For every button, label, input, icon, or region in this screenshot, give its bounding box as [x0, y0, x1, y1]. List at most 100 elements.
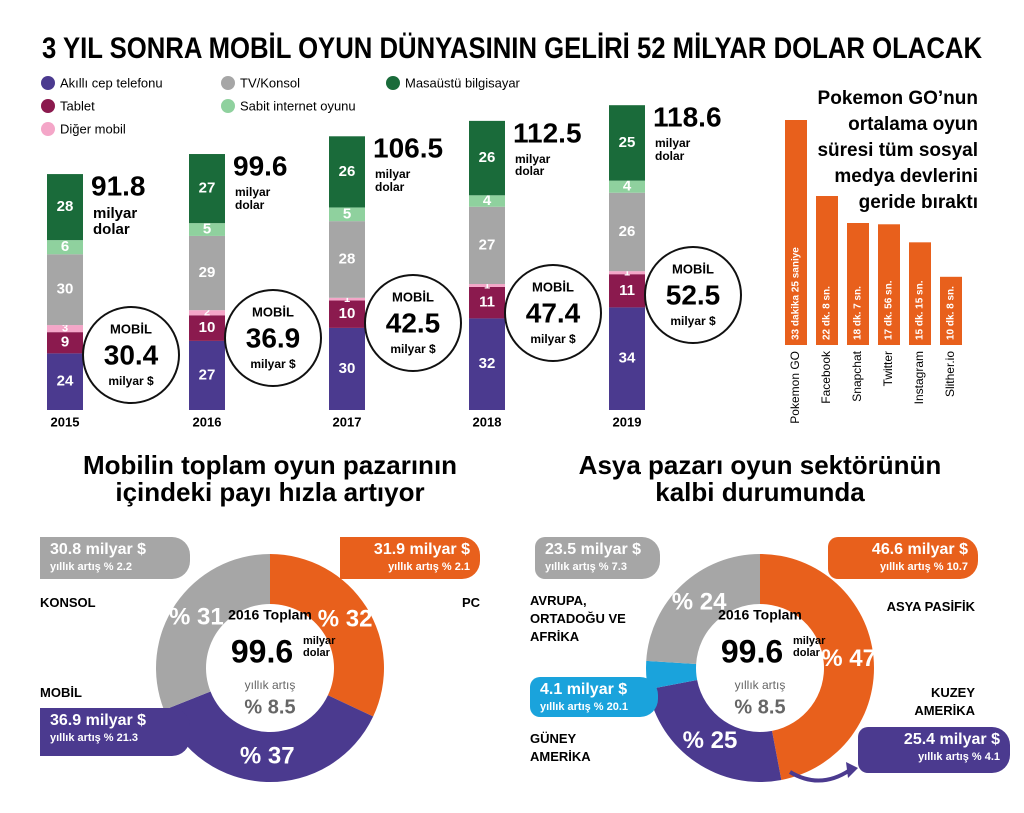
x-tick-label: Twitter — [881, 351, 895, 386]
bar — [878, 224, 900, 345]
segment-label: 11 — [619, 282, 635, 299]
main-title: 3 YIL SONRA MOBİL OYUN DÜNYASININ GELİRİ… — [42, 32, 982, 65]
bar — [940, 276, 962, 345]
bar-segment — [47, 353, 83, 410]
bar-segment — [609, 274, 645, 308]
total-unit: milyar dolar — [515, 151, 551, 179]
segment-name: AVRUPA, ORTADOĞU VE AFRİKA — [530, 593, 626, 645]
growth-label: yıllık artış % 21.3 — [50, 731, 139, 744]
mobile-unit: milyar $ — [670, 314, 716, 328]
callout-box: 25.4 milyar $ yıllık artış % 4.1 — [858, 727, 1010, 773]
chart-title: Mobilin toplam oyun pazarının içindeki p… — [82, 450, 458, 508]
callout-box: 31.9 milyar $ yıllık artış % 2.1 — [340, 537, 480, 579]
total-label: 106.5 — [373, 133, 443, 164]
mobile-label: MOBİL — [392, 289, 434, 304]
value-label: 10 dk. 8 sn. — [946, 286, 957, 340]
segment-label: 29 — [199, 264, 216, 281]
bar-segment — [189, 310, 225, 316]
center-unit: milyar dolar — [303, 635, 336, 659]
bar-segment — [469, 286, 505, 319]
growth-label: yıllık artış % 2.1 — [388, 560, 470, 573]
segment-name: PC — [461, 595, 480, 610]
total-label: 91.8 — [91, 170, 146, 201]
segment-label: 25 — [619, 134, 636, 151]
center-title: 2016 Toplam — [228, 607, 312, 623]
bar — [847, 223, 869, 345]
mobile-label: MOBİL — [672, 261, 714, 276]
legend-swatch — [41, 99, 55, 113]
x-tick-label: Slither.io — [943, 351, 957, 397]
mobile-value: 42.5 — [386, 307, 441, 338]
center-total: 99.6 — [721, 633, 783, 669]
segment-label: 26 — [619, 223, 636, 240]
amount-label: 46.6 milyar $ — [871, 541, 968, 558]
mobile-circle — [364, 274, 462, 372]
growth-label: yıllık artış % 10.7 — [879, 560, 968, 573]
bar-segment — [469, 195, 505, 207]
legend-label: Diğer mobil — [60, 121, 126, 136]
x-tick-label: 2018 — [473, 414, 502, 429]
total-unit: milyar dolar — [375, 167, 411, 194]
segment-label: 27 — [479, 236, 496, 253]
segment-label: 1 — [344, 293, 350, 305]
segment-name: MOBİL — [40, 685, 82, 700]
mobile-value: 52.5 — [666, 279, 721, 310]
mobile-label: MOBİL — [532, 279, 574, 294]
mobile-circle — [82, 306, 180, 404]
legend-swatch — [41, 122, 55, 136]
donut-segment — [646, 660, 698, 690]
mobile-label: MOBİL — [252, 304, 294, 319]
mobile-value: 47.4 — [526, 297, 581, 328]
percent-label: % 37 — [240, 742, 295, 769]
center-growth-title: yıllık artış — [245, 678, 296, 692]
mobile-value: 36.9 — [246, 322, 301, 353]
segment-label: 28 — [339, 250, 356, 267]
segment-label: 26 — [479, 149, 496, 166]
percent-label: % 31 — [169, 603, 224, 630]
growth-label: yıllık artış % 7.3 — [545, 560, 627, 573]
bar-segment — [469, 284, 505, 287]
bar-segment — [469, 206, 505, 285]
segment-label: 27 — [199, 180, 216, 197]
donut-segment — [646, 554, 760, 664]
callout-box: 36.9 milyar $ yıllık artış % 21.3 — [40, 708, 190, 756]
bar — [816, 196, 838, 345]
x-tick-label: Facebook — [819, 350, 833, 404]
x-tick-label: 2019 — [613, 414, 642, 429]
bar-segment — [469, 120, 505, 196]
bar-segment — [329, 297, 365, 301]
donut-segment — [164, 691, 374, 782]
segment-label: 10 — [339, 305, 356, 322]
segment-label: 1 — [624, 267, 630, 279]
segment-name: KUZEY AMERİKA — [914, 685, 975, 719]
center-growth: % 8.5 — [734, 696, 785, 718]
bar-segment — [329, 300, 365, 328]
segment-label: 28 — [57, 198, 74, 215]
segment-label: 34 — [619, 350, 636, 367]
segment-label: 4 — [483, 192, 492, 209]
legend-swatch — [221, 99, 235, 113]
segment-name: KONSOL — [40, 595, 96, 610]
total-unit: milyar dolar — [93, 205, 138, 238]
bar-segment — [609, 180, 645, 193]
bar-segment — [609, 271, 645, 275]
callout-box: 46.6 milyar $ yıllık artış % 10.7 — [828, 537, 978, 579]
mobile-unit: milyar $ — [108, 374, 154, 388]
bar-segment — [329, 207, 365, 222]
bar-segment — [609, 192, 645, 272]
arrow-head — [846, 762, 858, 778]
segment-label: 26 — [339, 163, 356, 180]
x-tick-label: 2017 — [333, 414, 362, 429]
segment-name: ASYA PASİFİK — [886, 599, 975, 614]
bar-segment — [329, 136, 365, 208]
donut-segment — [760, 554, 875, 780]
x-tick-label: Pokemon GO — [788, 351, 802, 424]
segment-label: 27 — [199, 366, 216, 383]
segment-label: 6 — [61, 238, 69, 255]
legend-label: Sabit internet oyunu — [240, 98, 356, 113]
value-label: 15 dk. 15 sn. — [915, 280, 926, 340]
value-label: 17 dk. 56 sn. — [884, 280, 895, 340]
bar-segment — [47, 332, 83, 354]
arrow — [788, 768, 852, 783]
